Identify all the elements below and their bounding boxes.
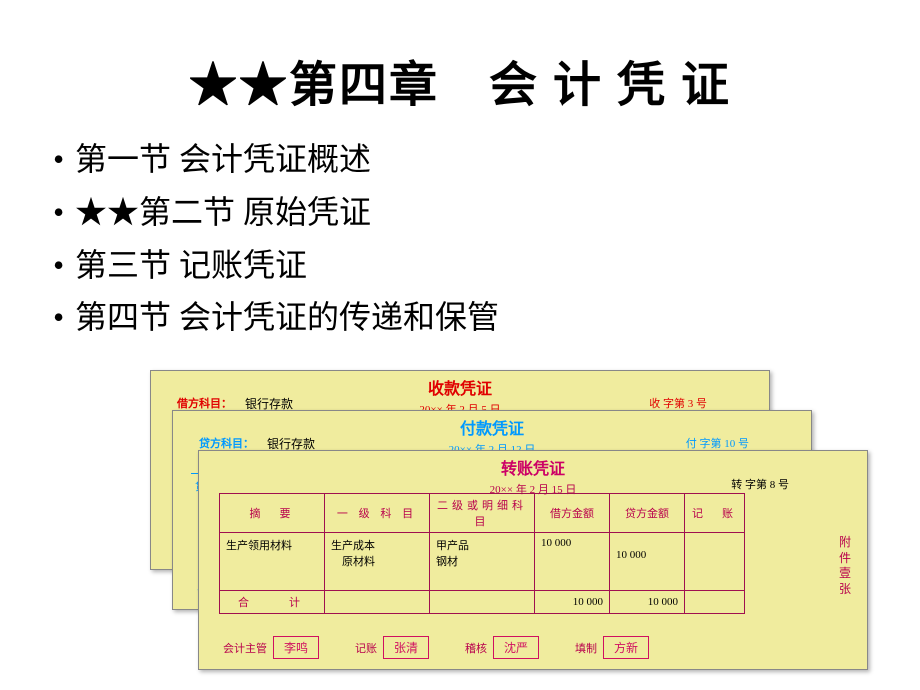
cell-post: [685, 533, 745, 591]
v3-serial: 转 字第 8 号: [731, 476, 789, 492]
total-empty1: [325, 591, 430, 614]
th-post: 记 账: [685, 494, 745, 533]
supervisor-sig: 李鸣: [273, 636, 319, 659]
audit-sig: 沈严: [493, 636, 539, 659]
audit-label: 稽核: [465, 640, 487, 656]
bookkeep-label: 记账: [355, 640, 377, 656]
th-level2: 二级或明细科目: [430, 494, 535, 533]
v3-data-row: 生产领用材料 生产成本 原材料 甲产品钢材 10 000 10 000: [220, 533, 745, 591]
cell-level2: 甲产品钢材: [430, 533, 535, 591]
bookkeep-sig: 张清: [383, 636, 429, 659]
prepare-sig: 方新: [603, 636, 649, 659]
v2-serial: 付 字第 10 号: [686, 435, 749, 451]
th-level1: 一 级 科 目: [325, 494, 430, 533]
total-empty3: [685, 591, 745, 614]
total-credit: 10 000: [610, 591, 685, 614]
th-summary: 摘 要: [220, 494, 325, 533]
attachment-label: 附件 壹 张: [839, 535, 853, 597]
v3-header-row: 摘 要 一 级 科 目 二级或明细科目 借方金额 贷方金额 记 账: [220, 494, 745, 533]
total-empty2: [430, 591, 535, 614]
vouchers-stack: 收款凭证 借方科目： 银行存款 20×× 年 2 月 5 日 收 字第 3 号 …: [150, 370, 850, 680]
cell-debit: 10 000: [535, 533, 610, 591]
chapter-title: ★★第四章 会 计 凭 证: [0, 0, 920, 115]
prepare-label: 填制: [575, 640, 597, 656]
v1-serial: 收 字第 3 号: [649, 395, 707, 411]
cell-credit: 10 000: [610, 533, 685, 591]
v3-title: 转账凭证: [199, 451, 867, 479]
supervisor-label: 会计主管: [223, 640, 267, 656]
v3-total-row: 合 计 10 000 10 000: [220, 591, 745, 614]
bullet-1: 第一节 会计凭证概述: [75, 133, 920, 186]
th-debit: 借方金额: [535, 494, 610, 533]
bullet-4: 第四节 会计凭证的传递和保管: [75, 291, 920, 344]
bullet-2: ★★第二节 原始凭证: [75, 186, 920, 239]
total-debit: 10 000: [535, 591, 610, 614]
cell-summary: 生产领用材料: [220, 533, 325, 591]
bullet-3: 第三节 记账凭证: [75, 239, 920, 292]
total-label: 合 计: [220, 591, 325, 614]
section-list: 第一节 会计凭证概述 ★★第二节 原始凭证 第三节 记账凭证 第四节 会计凭证的…: [0, 133, 920, 344]
v3-table: 摘 要 一 级 科 目 二级或明细科目 借方金额 贷方金额 记 账 生产领用材料…: [219, 493, 745, 614]
transfer-voucher: 转账凭证 20×× 年 2 月 15 日 转 字第 8 号 摘 要 一 级 科 …: [198, 450, 868, 670]
th-credit: 贷方金额: [610, 494, 685, 533]
v3-footer: 会计主管 李鸣 记账 张清 稽核 沈严 填制 方新: [223, 636, 803, 659]
cell-level1: 生产成本 原材料: [325, 533, 430, 591]
